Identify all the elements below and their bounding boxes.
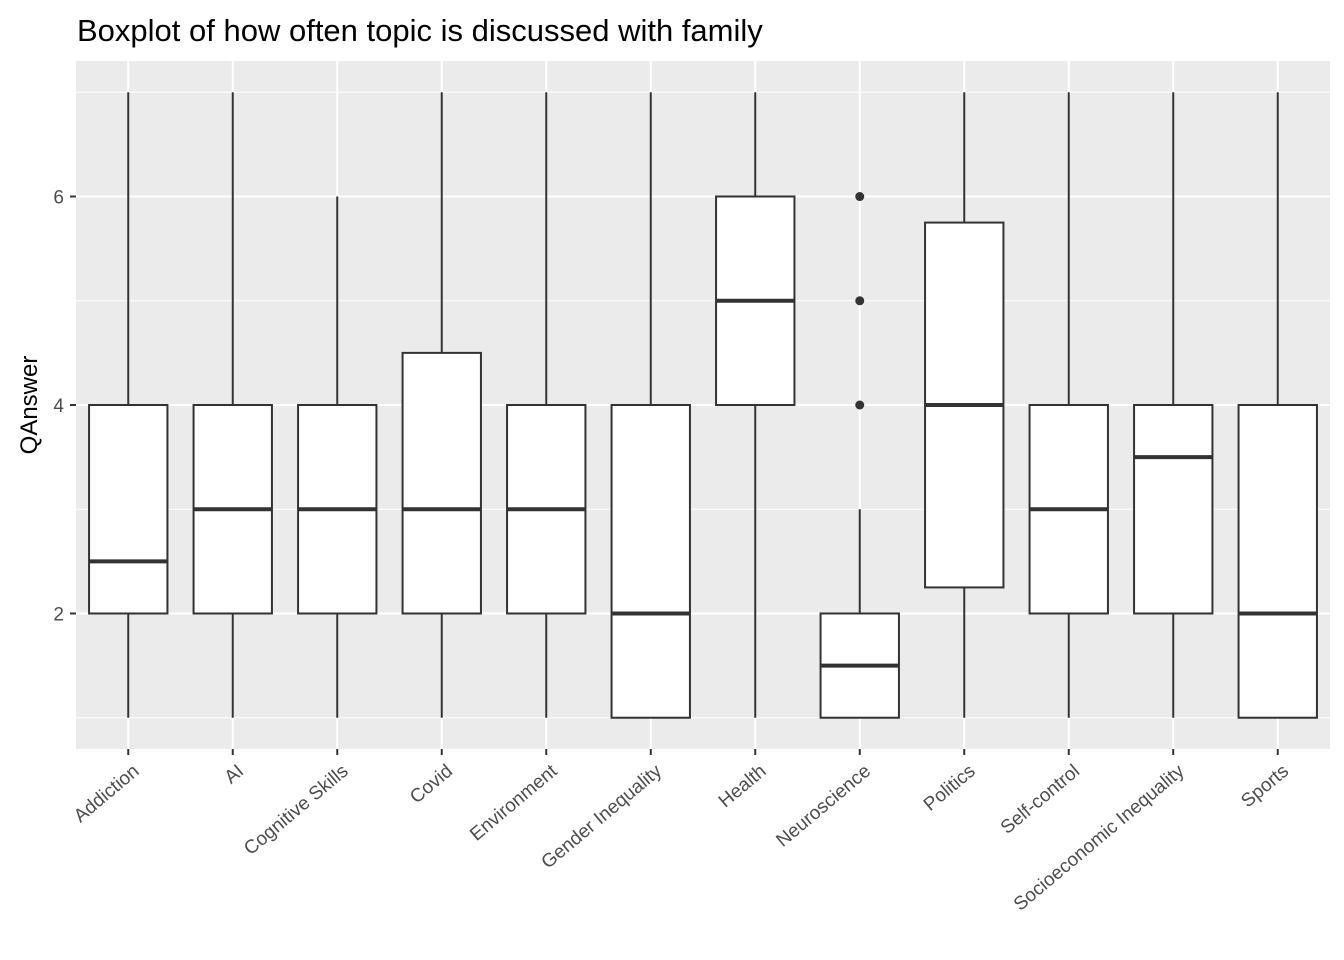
box-gender-inequality <box>610 92 691 719</box>
x-tick-label: Neuroscience <box>772 761 874 852</box>
box-sports <box>1237 92 1318 719</box>
x-tick-label: Socioeconomic Inequality <box>1010 760 1189 915</box>
minor-gridlines <box>76 91 1330 719</box>
iqr-box <box>88 404 169 615</box>
y-axis-title: QAnswer <box>16 356 43 455</box>
box-covid <box>401 92 482 718</box>
y-axis: 2 4 6 <box>53 188 76 625</box>
x-tick-label: Covid <box>406 761 457 808</box>
outlier-point <box>855 296 865 306</box>
box-socioeconomic-inequality <box>1133 92 1214 718</box>
box-self-control <box>1028 92 1109 718</box>
iqr-box <box>610 404 691 719</box>
x-tick-label: Addiction <box>70 761 143 827</box>
box-environment <box>506 92 587 718</box>
box-cognitive-skills <box>297 196 378 718</box>
y-tick-label: 2 <box>53 604 64 625</box>
y-tick-label: 6 <box>53 188 64 209</box>
y-tick-label: 4 <box>53 396 64 417</box>
box-ai <box>192 92 273 718</box>
x-tick-label: Cognitive Skills <box>240 761 352 860</box>
x-tick-label: Environment <box>466 760 562 845</box>
x-tick-label: AI <box>221 761 248 789</box>
box-politics <box>924 92 1005 718</box>
x-tick-label: Self-control <box>997 761 1084 839</box>
box-addiction <box>88 92 169 718</box>
box-health <box>715 92 796 718</box>
x-tick-label: Politics <box>920 761 980 816</box>
x-tick-label: Health <box>715 761 771 812</box>
iqr-box <box>1237 404 1318 719</box>
outlier-point <box>855 400 865 410</box>
box-layer <box>88 92 1318 719</box>
outlier-point <box>855 192 865 202</box>
box-neuroscience <box>819 192 900 719</box>
x-tick-label: Sports <box>1237 761 1293 812</box>
chart-title: Boxplot of how often topic is discussed … <box>77 13 763 48</box>
iqr-box <box>401 351 482 615</box>
iqr-box <box>1133 404 1214 615</box>
